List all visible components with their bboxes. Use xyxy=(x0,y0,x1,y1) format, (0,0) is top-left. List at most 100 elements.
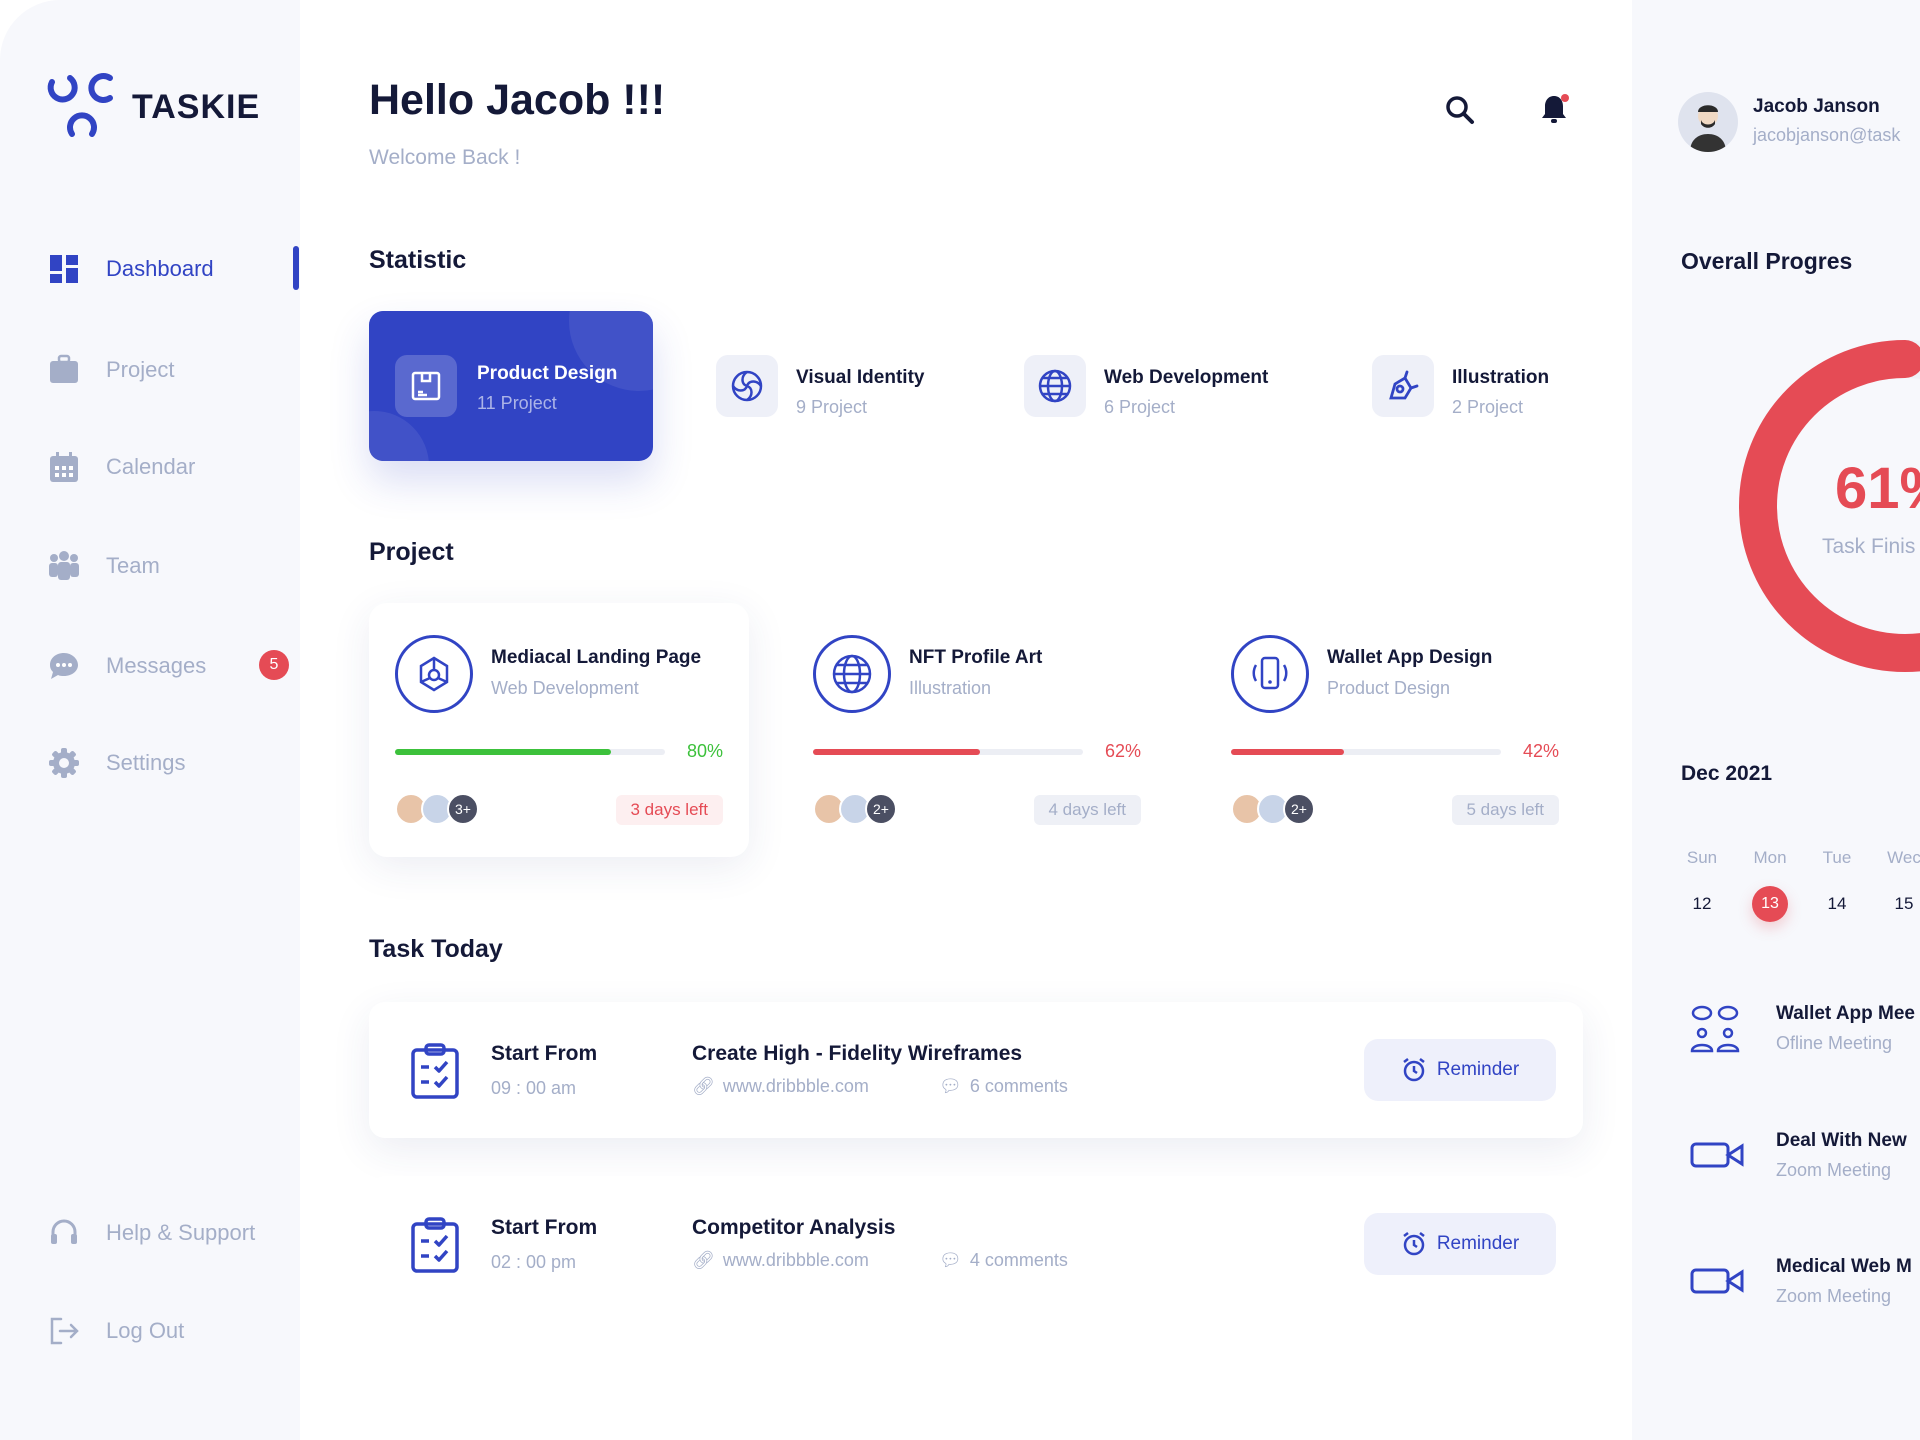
stat-card-illustration[interactable]: Illustration 2 Project xyxy=(1372,355,1549,418)
stat-sub: 9 Project xyxy=(796,397,868,417)
brand-name: TASKIE xyxy=(132,88,261,126)
sidebar-item-help-support[interactable]: Help & Support xyxy=(0,1208,300,1258)
link-text[interactable]: www.dribbble.com xyxy=(722,1076,869,1096)
task-comments[interactable]: 💬︎ 6 comments xyxy=(939,1076,1068,1097)
meeting-type: Ofline Meeting xyxy=(1776,1033,1893,1053)
network-icon xyxy=(395,635,473,713)
comments-count: 4 comments xyxy=(969,1250,1068,1270)
task-comments[interactable]: 💬︎ 4 comments xyxy=(939,1250,1068,1271)
sidebar-item-calendar[interactable]: Calendar xyxy=(0,442,300,492)
stat-sub: 11 Project xyxy=(477,393,557,413)
people-chat-icon xyxy=(1690,1005,1740,1053)
reminder-button[interactable]: Reminder xyxy=(1364,1039,1556,1101)
start-label: Start From xyxy=(491,1216,598,1239)
member-avatars[interactable]: 2+ xyxy=(1231,793,1315,825)
alarm-clock-icon xyxy=(1403,1058,1425,1082)
sidebar-item-settings[interactable]: Settings xyxy=(0,738,300,788)
meeting-title[interactable]: Deal With New xyxy=(1776,1130,1907,1151)
sidebar-item-project[interactable]: Project xyxy=(0,345,300,395)
days-left-badge: 4 days left xyxy=(1033,795,1141,825)
stat-card-visual-identity[interactable]: Visual Identity 9 Project xyxy=(716,355,924,418)
link-icon: 🔗︎ xyxy=(692,1076,715,1096)
member-avatars[interactable]: 2+ xyxy=(813,793,897,825)
reminder-label: Reminder xyxy=(1436,1233,1520,1254)
sidebar-item-label: Log Out xyxy=(106,1318,185,1343)
globe-icon xyxy=(813,635,891,713)
sidebar-item-dashboard[interactable]: Dashboard xyxy=(0,244,300,294)
swirl-icon xyxy=(716,355,778,417)
progress-bar xyxy=(395,749,665,755)
bell-icon[interactable] xyxy=(1536,92,1572,128)
right-panel: Jacob Janson jacobjanson@task Overall Pr… xyxy=(1632,0,1920,1440)
messages-badge: 5 xyxy=(259,650,289,680)
member-avatars[interactable]: 3+ xyxy=(395,793,479,825)
user-name: Jacob Janson xyxy=(1753,96,1880,117)
globe-icon xyxy=(1024,355,1086,417)
more-members: 3+ xyxy=(447,793,479,825)
progress-fill xyxy=(1231,749,1345,755)
comment-icon: 💬︎ xyxy=(939,1076,962,1096)
reminder-button[interactable]: Reminder xyxy=(1364,1213,1556,1275)
days-left-badge: 5 days left xyxy=(1451,795,1559,825)
video-camera-icon xyxy=(1690,1268,1744,1294)
calendar-date[interactable]: 15 xyxy=(1894,894,1914,913)
stat-title: Visual Identity xyxy=(796,367,925,388)
meeting-title[interactable]: Wallet App Mee xyxy=(1776,1003,1915,1024)
progress-bar xyxy=(813,749,1083,755)
overall-progress-heading: Overall Progres xyxy=(1681,248,1853,274)
project-card[interactable]: Mediacal Landing Page Web Development 80… xyxy=(369,603,749,857)
task-link[interactable]: 🔗︎ www.dribbble.com xyxy=(692,1250,869,1271)
sidebar-item-messages[interactable]: Messages xyxy=(0,641,300,691)
grid-icon xyxy=(50,255,78,283)
meeting-title[interactable]: Medical Web M xyxy=(1776,1256,1912,1277)
stat-sub: 2 Project xyxy=(1452,397,1524,417)
start-time: 02 : 00 pm xyxy=(491,1252,577,1272)
box-icon xyxy=(395,355,457,417)
more-members: 2+ xyxy=(865,793,897,825)
search-icon[interactable] xyxy=(1445,95,1475,125)
active-indicator xyxy=(293,246,299,290)
sidebar: TASKIE Dashboard Project Calendar Team M… xyxy=(0,0,300,1440)
clipboard-check-icon xyxy=(411,1217,459,1273)
sidebar-item-label: Help & Support xyxy=(106,1220,256,1245)
logout-icon xyxy=(50,1317,79,1345)
stat-card-product-design[interactable]: Product Design 11 Project xyxy=(369,311,653,461)
day-name: Sun xyxy=(1686,848,1718,867)
meeting-type: Zoom Meeting xyxy=(1776,1160,1892,1180)
user-email: jacobjanson@task xyxy=(1753,125,1901,145)
briefcase-icon xyxy=(50,354,78,383)
avatar[interactable] xyxy=(1678,92,1738,152)
page-title: Hello Jacob !!! xyxy=(369,76,666,124)
more-members: 2+ xyxy=(1283,793,1315,825)
progress-bar xyxy=(1231,749,1501,755)
project-category: Product Design xyxy=(1327,678,1451,698)
task-link[interactable]: 🔗︎ www.dribbble.com xyxy=(692,1076,869,1097)
reminder-label: Reminder xyxy=(1436,1059,1520,1080)
calendar-month: Dec 2021 xyxy=(1681,762,1773,785)
sidebar-item-label: Dashboard xyxy=(106,256,214,281)
task-item[interactable]: Start From 09 : 00 am Create High - Fide… xyxy=(369,1002,1583,1138)
sidebar-item-label: Messages xyxy=(106,653,207,678)
calendar-date[interactable]: 12 xyxy=(1692,894,1712,913)
progress-caption: Task Finis xyxy=(1822,535,1916,558)
clipboard-check-icon xyxy=(411,1043,459,1099)
calendar-date[interactable]: 14 xyxy=(1827,894,1847,913)
sidebar-item-log-out[interactable]: Log Out xyxy=(0,1306,300,1356)
progress-label: 62% xyxy=(1104,741,1141,761)
link-text[interactable]: www.dribbble.com xyxy=(722,1250,869,1270)
stat-sub: 6 Project xyxy=(1104,397,1176,417)
calendar-date-selected[interactable]: 13 xyxy=(1752,886,1788,922)
stat-title: Illustration xyxy=(1452,367,1550,388)
project-category: Web Development xyxy=(491,678,639,698)
sidebar-item-team[interactable]: Team xyxy=(0,541,300,591)
task-item[interactable]: Start From 02 : 00 pm Competitor Analysi… xyxy=(369,1176,1583,1312)
project-card[interactable]: Wallet App Design Product Design 42% 2+ … xyxy=(1205,603,1585,857)
comments-count: 6 comments xyxy=(969,1076,1068,1096)
start-time: 09 : 00 am xyxy=(491,1078,577,1098)
progress-fill xyxy=(395,749,611,755)
task-today-heading: Task Today xyxy=(369,935,503,963)
stat-card-web-development[interactable]: Web Development 6 Project xyxy=(1024,355,1268,418)
project-card[interactable]: NFT Profile Art Illustration 62% 2+ 4 da… xyxy=(787,603,1167,857)
stat-title: Web Development xyxy=(1104,367,1269,388)
comment-icon: 💬︎ xyxy=(939,1250,962,1270)
